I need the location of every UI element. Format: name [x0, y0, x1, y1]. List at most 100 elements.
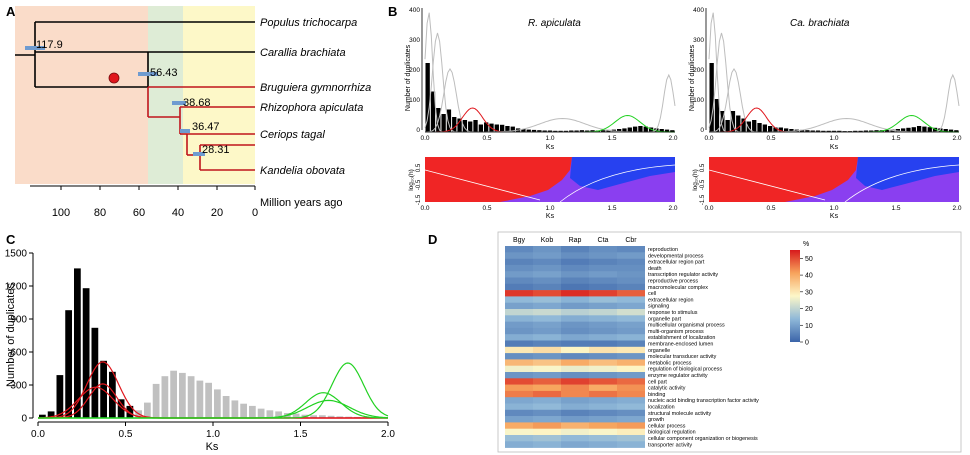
heatmap-row-label: organelle: [648, 348, 670, 354]
heatmap-cell: [505, 283, 533, 291]
heatmap-cell: [533, 346, 561, 354]
heatmap-cell: [589, 290, 617, 297]
fitted-curve: [38, 392, 388, 419]
heatmap-cell: [561, 271, 589, 278]
ks-bar: [664, 129, 670, 132]
ks-bar: [553, 130, 558, 132]
zone-recent: [183, 6, 255, 184]
heatmap-cell: [533, 365, 561, 373]
heatmap-cell: [561, 302, 589, 310]
ks-bar: [558, 130, 563, 132]
ks-bar: [484, 122, 489, 132]
ks-bar: [799, 129, 805, 132]
heatmap-cell: [561, 428, 589, 436]
heatmap-row-label: developmental process: [648, 253, 704, 259]
ks-bar: [746, 121, 752, 132]
heatmap-row-label: localization: [648, 405, 675, 411]
ks-bar: [948, 129, 954, 132]
y-tick-label: 0: [700, 127, 704, 134]
x-axis-label: Ks: [546, 144, 555, 151]
heatmap-cell: [505, 296, 533, 303]
heatmap-cell: [617, 271, 645, 278]
heatmap-cell: [533, 441, 561, 448]
ks-bar: [932, 127, 938, 132]
heatmap-cell: [589, 441, 617, 448]
heatmap-cell: [561, 321, 589, 329]
ks-bar: [462, 120, 468, 132]
ks-bar: [778, 127, 783, 132]
heatmap-row-label: cellular component organization or bioge…: [648, 436, 758, 442]
ks-bar: [725, 120, 730, 132]
histogram-bar: [65, 310, 72, 418]
heatmap-row-label: extracellular region: [648, 297, 694, 303]
heatmap-cell: [561, 277, 589, 285]
ks-bar: [537, 130, 542, 132]
heatmap-cell: [533, 334, 561, 341]
heatmap-cell: [561, 264, 589, 272]
ks-bar: [863, 130, 869, 132]
heatmap-cell: [505, 403, 533, 411]
heatmap-cell: [505, 271, 533, 278]
node-age: 28.31: [202, 144, 230, 156]
heatmap-cell: [533, 296, 561, 303]
heatmap-row-label: biological regulation: [648, 430, 696, 436]
tree-branches-old: [15, 21, 255, 88]
heatmap-cell: [617, 372, 645, 379]
heatmap-cell: [561, 315, 589, 322]
y-tick-label: 100: [693, 97, 704, 104]
time-tick-label: 0: [252, 207, 258, 219]
x-tick-label: 1.5: [891, 135, 900, 142]
heatmap-cell: [589, 315, 617, 322]
taxon-label: Populus trichocarpa: [260, 17, 357, 29]
heatmap-cell: [617, 283, 645, 291]
ks-bar: [757, 123, 762, 132]
ks-bar: [585, 130, 590, 132]
heatmap-cell: [505, 365, 533, 373]
heatmap-cell: [505, 384, 533, 392]
ks-bar: [441, 114, 446, 132]
x-tick-label: 0.0: [420, 135, 429, 142]
heatmap-row-label: growth: [648, 417, 664, 423]
heatmap-cell: [505, 290, 533, 297]
ks-bar: [638, 126, 643, 132]
node-age: 117.9: [36, 39, 63, 51]
heatmap-cell: [589, 302, 617, 310]
heatmap-cell: [589, 321, 617, 329]
histogram-bar: [117, 399, 125, 418]
x-tick-label: 2.0: [952, 205, 961, 212]
histogram-bar: [266, 410, 274, 418]
ks-bar: [643, 126, 648, 132]
legend-tick-label: 40: [805, 273, 813, 280]
heatmap-cell: [533, 321, 561, 329]
heatmap-cell: [617, 315, 645, 322]
heatmap-cell: [617, 416, 645, 423]
fitted-curves: [37, 361, 389, 419]
time-tick-label: 100: [52, 207, 70, 219]
color-legend-bar: [790, 250, 800, 342]
heatmap-cell: [617, 296, 645, 303]
histogram-bar: [170, 370, 177, 418]
histogram-bar: [196, 380, 204, 418]
x-tick-label: 0.5: [766, 135, 775, 142]
ks-bar: [714, 99, 720, 132]
heatmap-cell: [561, 378, 589, 385]
heatmap-cell: [617, 441, 645, 448]
heatmap-cell: [617, 403, 645, 411]
heatmap-row-label: reproductive process: [648, 279, 698, 285]
ks-fitted-curves: [424, 12, 676, 133]
ks-bar: [741, 118, 746, 132]
heatmap-cell: [589, 428, 617, 436]
heatmap-cell: [561, 397, 589, 404]
y-tick-label: 400: [693, 7, 704, 14]
ks-bar: [773, 127, 778, 132]
ks-bar: [900, 128, 906, 132]
heatmap-row-label: nucleic acid binding transcription facto…: [648, 398, 759, 404]
heatmap-cell: [505, 321, 533, 329]
ks-bar: [885, 129, 890, 132]
sizer-y-tick: -0.5: [700, 179, 706, 190]
heatmap-cell: [589, 397, 617, 404]
heatmap-cell: [505, 277, 533, 285]
ks-bar: [736, 115, 741, 132]
x-tick-label: 1.0: [545, 135, 554, 142]
heatmap-cell: [533, 340, 561, 348]
